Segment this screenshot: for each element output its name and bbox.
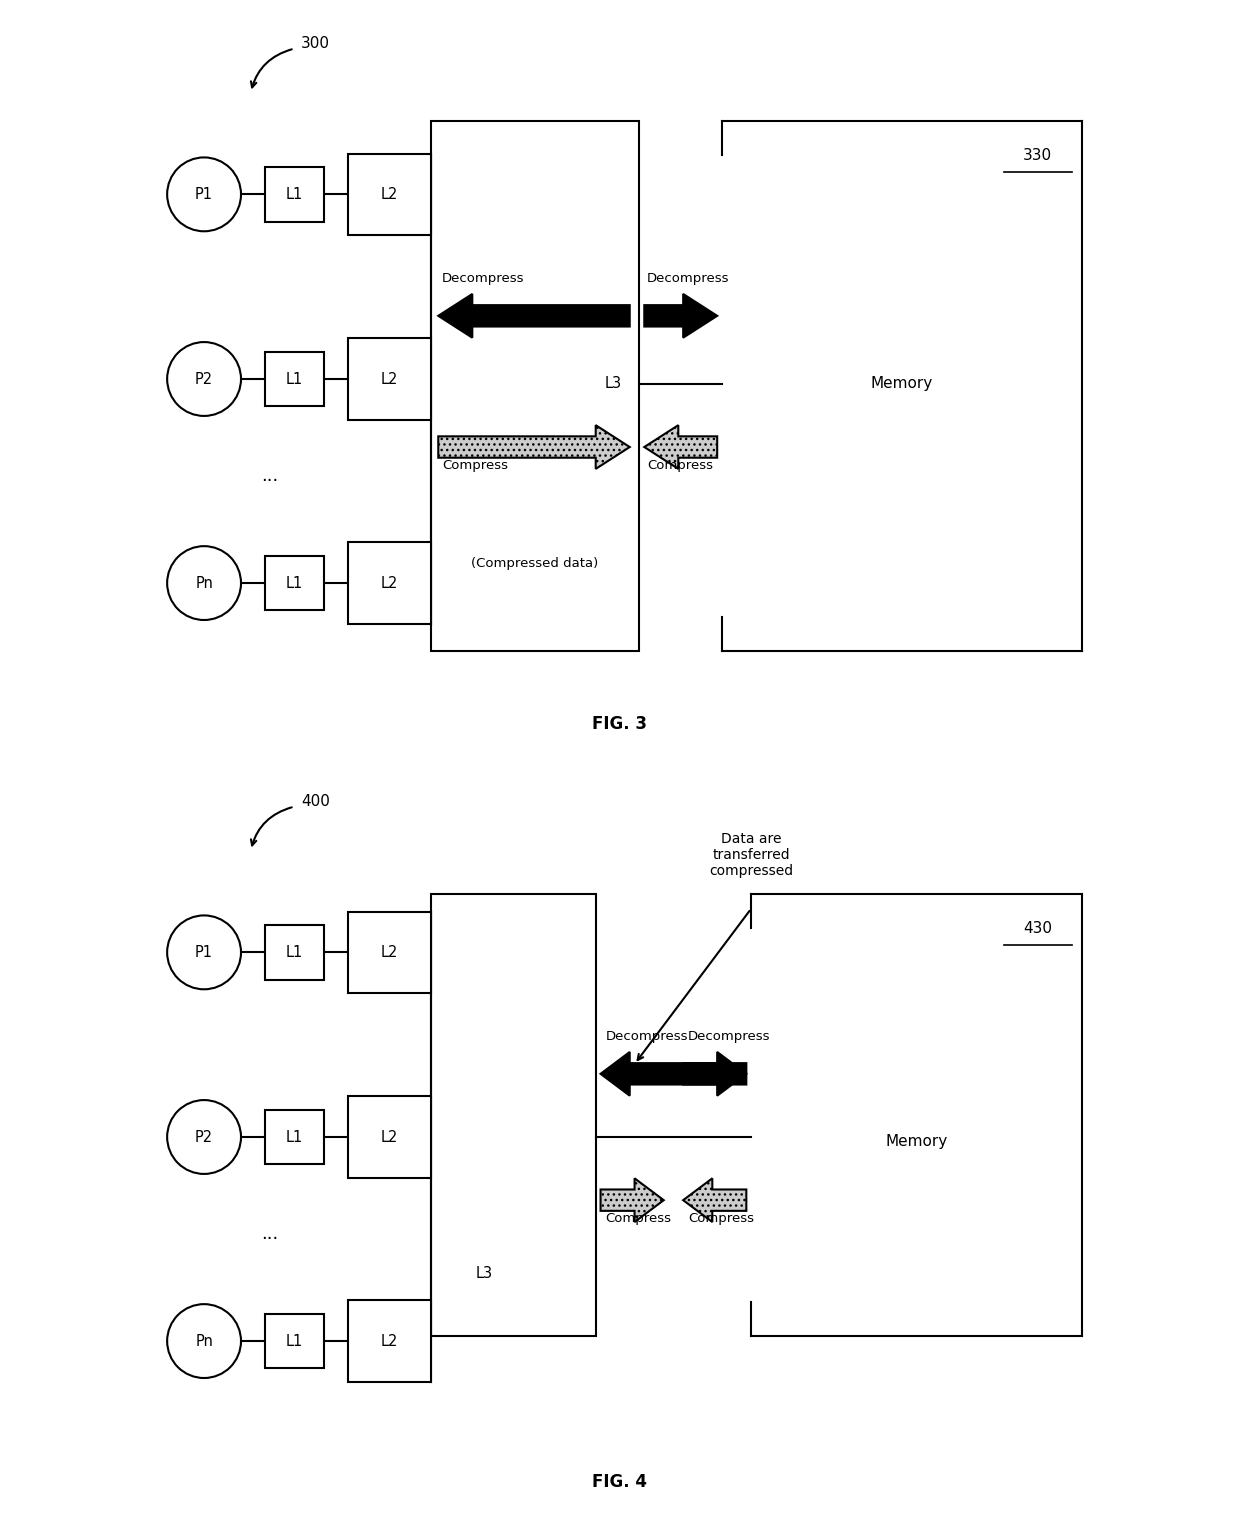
Text: L2: L2: [381, 1129, 398, 1145]
Text: P2: P2: [195, 1129, 213, 1145]
Text: Memory: Memory: [870, 376, 932, 391]
Bar: [348, 911, 430, 993]
Text: Pn: Pn: [195, 1334, 213, 1349]
FancyArrow shape: [645, 294, 717, 338]
Bar: [348, 153, 430, 235]
Text: Compress: Compress: [688, 1211, 754, 1225]
FancyArrow shape: [600, 1178, 663, 1222]
Text: (Compressed data): (Compressed data): [471, 558, 599, 570]
Bar: [348, 338, 430, 420]
Bar: [348, 543, 430, 625]
Circle shape: [167, 546, 241, 620]
Text: 330: 330: [1023, 149, 1053, 164]
Bar: [430, 121, 640, 650]
Text: L1: L1: [286, 186, 303, 202]
Bar: [265, 925, 324, 979]
Text: P2: P2: [195, 371, 213, 387]
Text: Compress: Compress: [443, 459, 508, 471]
Circle shape: [167, 1101, 241, 1173]
Bar: [430, 894, 595, 1336]
Text: L1: L1: [286, 576, 303, 591]
FancyArrow shape: [683, 1052, 746, 1096]
Text: L3: L3: [475, 1266, 492, 1281]
Text: L2: L2: [381, 371, 398, 387]
Bar: [348, 1096, 430, 1178]
Bar: [265, 1314, 324, 1369]
FancyArrow shape: [645, 424, 717, 468]
Circle shape: [167, 158, 241, 232]
FancyArrow shape: [683, 1178, 746, 1222]
Text: Decompress: Decompress: [688, 1029, 770, 1043]
Text: Decompress: Decompress: [443, 271, 525, 285]
Text: 400: 400: [301, 794, 330, 810]
Text: FIG. 4: FIG. 4: [593, 1474, 647, 1492]
Text: L1: L1: [286, 1129, 303, 1145]
FancyArrow shape: [438, 424, 630, 468]
Text: L2: L2: [381, 186, 398, 202]
Bar: [265, 1110, 324, 1164]
Text: L2: L2: [381, 1334, 398, 1349]
Text: Compress: Compress: [605, 1211, 671, 1225]
Text: 430: 430: [1023, 920, 1053, 935]
Text: ...: ...: [262, 467, 279, 485]
Bar: [265, 556, 324, 611]
Text: FIG. 3: FIG. 3: [593, 716, 647, 734]
Text: L3: L3: [605, 376, 622, 391]
Bar: [348, 1301, 430, 1383]
Bar: [265, 352, 324, 406]
Text: 300: 300: [301, 36, 330, 52]
Text: P1: P1: [195, 944, 213, 960]
Text: P1: P1: [195, 186, 213, 202]
Text: Decompress: Decompress: [647, 271, 729, 285]
Text: ...: ...: [262, 1225, 279, 1243]
Bar: [265, 167, 324, 221]
Text: L1: L1: [286, 371, 303, 387]
Text: Memory: Memory: [885, 1134, 947, 1149]
Text: L2: L2: [381, 944, 398, 960]
Text: L1: L1: [286, 1334, 303, 1349]
Text: Decompress: Decompress: [605, 1029, 688, 1043]
Text: Compress: Compress: [647, 459, 713, 471]
Circle shape: [167, 343, 241, 415]
Text: Data are
transferred
compressed: Data are transferred compressed: [709, 832, 794, 878]
FancyArrow shape: [438, 294, 630, 338]
FancyArrow shape: [600, 1052, 746, 1096]
Text: L2: L2: [381, 576, 398, 591]
Circle shape: [167, 1304, 241, 1378]
Circle shape: [167, 916, 241, 990]
Text: Pn: Pn: [195, 576, 213, 591]
Text: L1: L1: [286, 944, 303, 960]
